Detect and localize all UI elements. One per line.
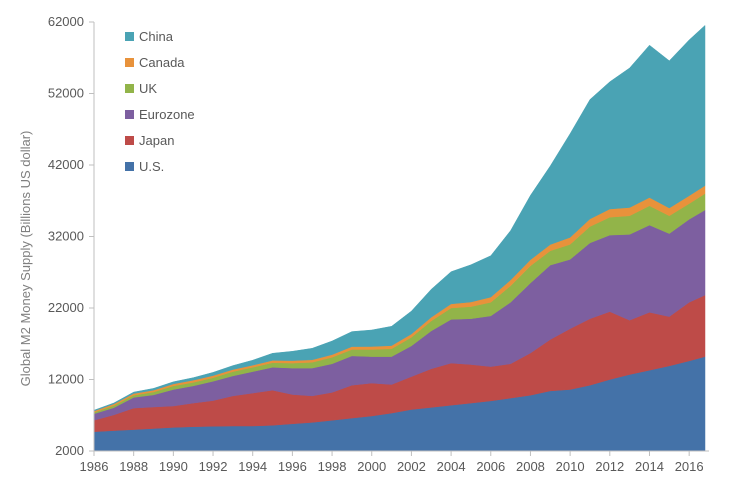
x-tick-label: 2000 xyxy=(357,459,386,474)
legend-swatch xyxy=(125,58,134,67)
x-tick-label: 1992 xyxy=(199,459,228,474)
y-tick-label: 12000 xyxy=(48,372,84,387)
x-tick-label: 1986 xyxy=(80,459,109,474)
x-tick-label: 1998 xyxy=(318,459,347,474)
y-axis-title: Global M2 Money Supply (Billions US doll… xyxy=(18,131,33,387)
x-tick-label: 1990 xyxy=(159,459,188,474)
x-tick-label: 1996 xyxy=(278,459,307,474)
x-tick-label: 2006 xyxy=(476,459,505,474)
x-tick-label: 2016 xyxy=(675,459,704,474)
legend-label: U.S. xyxy=(139,159,164,174)
legend-item-china: China xyxy=(125,29,174,44)
legend: China Canada UK Eurozone Japan U.S. xyxy=(125,29,195,174)
y-tick-label: 32000 xyxy=(48,229,84,244)
y-tick-label: 62000 xyxy=(48,14,84,29)
legend-swatch xyxy=(125,32,134,41)
legend-item-u-s: U.S. xyxy=(125,159,164,174)
y-tick-label: 42000 xyxy=(48,157,84,172)
legend-swatch xyxy=(125,84,134,93)
legend-item-eurozone: Eurozone xyxy=(125,107,195,122)
legend-swatch xyxy=(125,136,134,145)
ticks-layer: 2000 12000 22000 32000 42000 52000 62000 1986 19… xyxy=(48,14,704,474)
x-tick-label: 2012 xyxy=(595,459,624,474)
legend-swatch xyxy=(125,110,134,119)
legend-item-uk: UK xyxy=(125,81,157,96)
area-china xyxy=(93,24,706,412)
y-tick-label: 52000 xyxy=(48,86,84,101)
x-tick-label: 2008 xyxy=(516,459,545,474)
legend-label: Canada xyxy=(139,55,185,70)
legend-item-japan: Japan xyxy=(125,133,174,148)
areas-layer xyxy=(93,24,706,452)
x-tick-label: 2002 xyxy=(397,459,426,474)
x-tick-label: 2014 xyxy=(635,459,664,474)
legend-label: Japan xyxy=(139,133,174,148)
x-tick-label: 1988 xyxy=(119,459,148,474)
y-tick-label: 2000 xyxy=(55,443,84,458)
y-tick-label: 22000 xyxy=(48,300,84,315)
legend-swatch xyxy=(125,162,134,171)
x-tick-label: 1994 xyxy=(238,459,267,474)
legend-label: Eurozone xyxy=(139,107,195,122)
legend-item-canada: Canada xyxy=(125,55,185,70)
legend-label: China xyxy=(139,29,174,44)
x-tick-label: 2010 xyxy=(556,459,585,474)
legend-label: UK xyxy=(139,81,157,96)
x-tick-label: 2004 xyxy=(437,459,466,474)
